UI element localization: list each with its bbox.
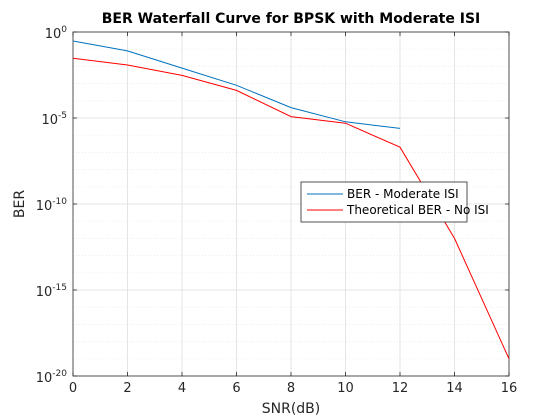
x-tick-label: 14 <box>446 381 463 396</box>
y-tick-exponent: -20 <box>52 369 67 379</box>
y-tick-exponent: -15 <box>52 283 67 293</box>
y-tick-label: 10-20 <box>36 369 68 386</box>
legend: BER - Moderate ISI Theoretical BER - No I… <box>300 181 489 223</box>
y-tick-label: 10-10 <box>36 197 68 214</box>
y-axis-label: BER <box>12 190 28 218</box>
x-tick-label: 4 <box>178 381 186 396</box>
x-tick-label: 16 <box>501 381 518 396</box>
x-tick-label: 0 <box>69 381 77 396</box>
legend-label-0: BER - Moderate ISI <box>347 187 459 201</box>
y-tick-exponent: -10 <box>52 197 67 207</box>
chart-title: BER Waterfall Curve for BPSK with Modera… <box>102 11 481 27</box>
y-tick-label: 10-15 <box>36 283 67 300</box>
series-line-0 <box>72 40 401 129</box>
x-tick-label: 6 <box>232 381 240 396</box>
x-axis-label: SNR(dB) <box>262 401 321 417</box>
x-tick-label: 10 <box>337 381 354 396</box>
y-tick-base: 10 <box>36 199 53 214</box>
y-tick-label: 10-5 <box>41 111 67 128</box>
legend-label-1: Theoretical BER - No ISI <box>346 203 489 217</box>
y-tick-exponent: 0 <box>61 25 67 35</box>
y-tick-base: 10 <box>41 113 58 128</box>
y-tick-base: 10 <box>45 27 62 42</box>
y-tick-exponent: -5 <box>58 111 67 121</box>
y-tick-label: 100 <box>45 25 68 42</box>
y-tick-base: 10 <box>36 285 53 300</box>
x-tick-label: 12 <box>392 381 409 396</box>
y-tick-base: 10 <box>36 371 53 386</box>
x-tick-label: 2 <box>123 381 131 396</box>
legend-box <box>300 181 468 223</box>
x-tick-label: 8 <box>287 381 295 396</box>
